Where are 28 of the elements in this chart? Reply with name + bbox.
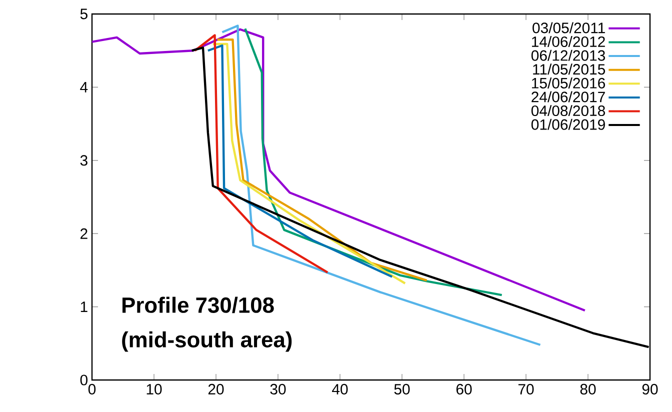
annotation: (mid-south area) xyxy=(122,331,292,352)
legend-label: 15/05/2016 xyxy=(532,77,605,88)
legend-label: 11/05/2015 xyxy=(533,64,606,75)
legend-label: 01/06/2019 xyxy=(531,118,605,130)
legend-label: 06/12/2013 xyxy=(531,50,605,61)
y-tick-label: 4 xyxy=(80,82,88,92)
x-tick-label: 80 xyxy=(580,384,596,394)
legend-label: 14/06/2012 xyxy=(532,36,605,48)
annotation: Profile 730/108 xyxy=(122,296,274,314)
legend-label: 03/05/2011 xyxy=(532,22,605,34)
y-tick-label: 1 xyxy=(80,302,88,312)
legend-label: 24/06/2017 xyxy=(532,91,605,102)
x-tick-label: 20 xyxy=(208,384,224,394)
y-tick-label: 5 xyxy=(80,8,88,20)
x-tick-label: 50 xyxy=(394,384,410,394)
line-series xyxy=(194,34,329,274)
x-tick-label: 90 xyxy=(642,384,658,394)
line-series xyxy=(244,28,503,296)
y-tick-label: 2 xyxy=(80,228,88,239)
x-tick-label: 40 xyxy=(332,384,348,394)
y-tick-label: 0 xyxy=(80,374,88,386)
x-tick-label: 0 xyxy=(88,384,96,394)
x-tick-label: 70 xyxy=(518,384,534,394)
x-tick-label: 60 xyxy=(456,384,472,394)
x-tick-label: 30 xyxy=(270,384,286,394)
legend-label: 04/08/2018 xyxy=(531,105,605,116)
y-tick-label: 3 xyxy=(80,155,88,166)
x-tick-label: 10 xyxy=(146,384,162,394)
